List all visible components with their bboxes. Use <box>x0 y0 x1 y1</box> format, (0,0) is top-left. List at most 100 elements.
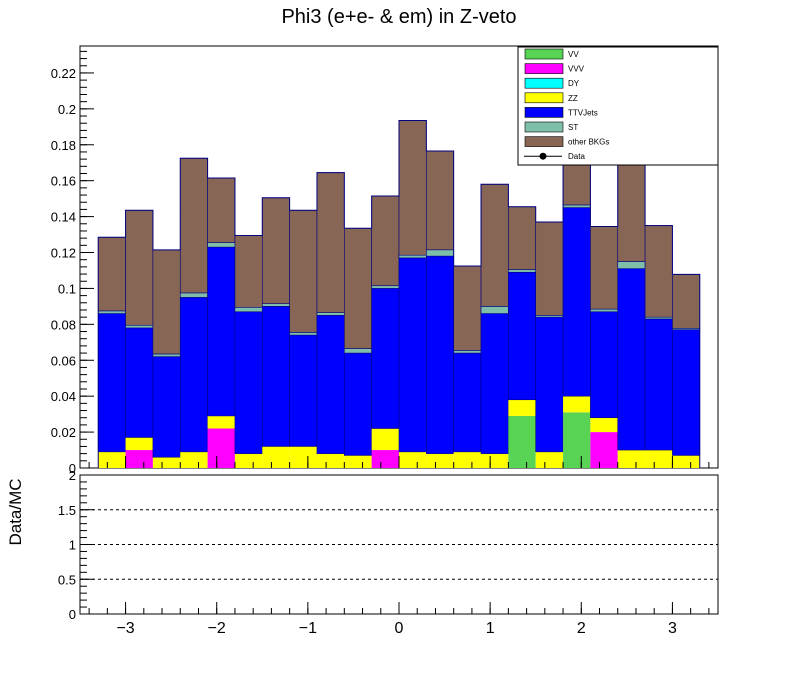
bar-ttvjets-2 <box>152 356 181 458</box>
main-x-axis <box>88 456 710 468</box>
bar-other-bkgs-0 <box>97 236 126 312</box>
legend-label: ST <box>568 123 578 132</box>
legend-label: DY <box>568 79 580 88</box>
bar-zz-1 <box>125 437 153 451</box>
bar-zz-18 <box>590 417 618 433</box>
bar-other-bkgs-8 <box>316 172 345 313</box>
y-tick-label: 0.14 <box>51 210 76 225</box>
bar-zz-13 <box>453 451 482 468</box>
chart-title: Phi3 (e+e- & em) in Z-veto <box>281 6 516 28</box>
bar-ttvjets-8 <box>316 315 345 454</box>
y-tick-label: 0.1 <box>58 281 76 296</box>
bar-st-9 <box>344 348 372 354</box>
bar-ttvjets-3 <box>179 297 208 453</box>
bar-ttvjets-11 <box>398 257 427 453</box>
ratio-y-tick-label: 2 <box>69 468 76 483</box>
bar-st-7 <box>289 332 318 336</box>
bar-zz-3 <box>180 451 208 468</box>
bar-other-bkgs-11 <box>398 120 427 256</box>
x-tick-label: 0 <box>395 620 404 637</box>
bar-other-bkgs-9 <box>344 227 372 349</box>
bar-other-bkgs-18 <box>590 226 619 310</box>
bar-st-17 <box>562 204 591 208</box>
bar-other-bkgs-10 <box>371 195 400 287</box>
y-tick-label: 0.2 <box>58 102 76 117</box>
bar-zz-14 <box>481 453 509 468</box>
bar-zz-21 <box>672 455 700 468</box>
bar-vvv-1 <box>125 450 153 468</box>
bar-other-bkgs-20 <box>644 225 673 318</box>
ratio-y-label: Data/MC <box>6 478 25 545</box>
x-tick-label: −2 <box>208 620 226 637</box>
main-y-axis: 0 0.02 0.04 0.06 0.08 0.1 0.12 0.14 0.16 0.18 0.2 0… <box>51 50 94 476</box>
bar-ttvjets-20 <box>644 318 673 451</box>
bar-st-5 <box>234 306 263 313</box>
bar-ttvjets-18 <box>590 311 619 419</box>
y-tick-label: 0.12 <box>51 246 76 261</box>
ratio-y-tick-label: 1 <box>69 538 76 553</box>
y-tick-label: 0.16 <box>51 174 76 189</box>
bar-zz-0 <box>98 451 126 468</box>
bar-zz-7 <box>289 446 317 468</box>
y-tick-label: 0.02 <box>51 425 76 440</box>
bar-zz-19 <box>617 450 646 468</box>
bar-ttvjets-5 <box>234 311 263 454</box>
ratio-dashed-lines <box>80 509 718 580</box>
legend-data-marker <box>539 152 547 160</box>
legend-swatch <box>524 92 564 104</box>
x-tick-label: 1 <box>486 620 495 637</box>
y-tick-label: 0.06 <box>51 353 76 368</box>
bar-ttvjets-15 <box>508 271 537 401</box>
total-outline <box>97 120 701 468</box>
bar-zz-10 <box>371 428 399 451</box>
bar-ttvjets-19 <box>617 268 646 451</box>
bar-vv-15 <box>508 415 536 468</box>
ratio-x-axis: −3 −2 −1 0 1 2 3 <box>88 602 710 637</box>
y-tick-label: 0.22 <box>51 66 76 81</box>
bar-st-11 <box>398 254 427 259</box>
bar-ttvjets-17 <box>562 207 591 397</box>
bar-vvv-10 <box>371 450 399 468</box>
bar-other-bkgs-1 <box>125 210 154 326</box>
ratio-y-tick-label: 0 <box>69 607 76 622</box>
bar-ttvjets-16 <box>535 316 564 453</box>
bar-ttvjets-7 <box>289 334 318 447</box>
bar-st-6 <box>261 303 290 307</box>
bar-other-bkgs-12 <box>426 150 454 251</box>
bar-zz-20 <box>645 450 673 468</box>
legend-label: other BKGs <box>568 138 609 147</box>
legend-swatch <box>524 77 564 89</box>
bar-other-bkgs-7 <box>289 210 318 333</box>
ratio-y-axis: 0 0.5 1 1.5 2 <box>58 468 94 622</box>
bar-zz-8 <box>316 453 345 468</box>
bar-st-14 <box>480 306 509 314</box>
legend-label: TTVJets <box>568 108 598 117</box>
x-tick-label: −1 <box>299 620 317 637</box>
total-stack-outline <box>97 120 701 468</box>
ratio-y-tick-label: 1.5 <box>58 503 76 518</box>
x-tick-label: −3 <box>116 620 134 637</box>
bar-st-2 <box>152 353 181 357</box>
legend-swatch <box>524 121 564 133</box>
y-tick-label: 0.04 <box>51 389 76 404</box>
bar-zz-9 <box>344 455 372 468</box>
bar-st-3 <box>179 292 208 298</box>
legend-swatch <box>524 107 564 118</box>
x-tick-label: 2 <box>577 620 586 637</box>
bar-other-bkgs-14 <box>480 183 509 307</box>
ratio-y-tick-label: 0.5 <box>58 572 76 587</box>
bar-vvv-18 <box>590 432 618 468</box>
legend-swatch <box>524 136 564 147</box>
bar-st-8 <box>316 312 345 316</box>
bar-ttvjets-14 <box>480 313 509 454</box>
bar-ttvjets-13 <box>453 352 482 453</box>
bar-zz-6 <box>262 446 290 468</box>
bar-ttvjets-21 <box>672 329 701 456</box>
bar-zz-4 <box>207 415 235 429</box>
bar-st-12 <box>426 249 454 257</box>
bar-ttvjets-6 <box>261 306 290 447</box>
bar-ttvjets-0 <box>97 313 126 453</box>
bar-other-bkgs-19 <box>617 162 646 262</box>
bar-zz-11 <box>399 451 427 468</box>
